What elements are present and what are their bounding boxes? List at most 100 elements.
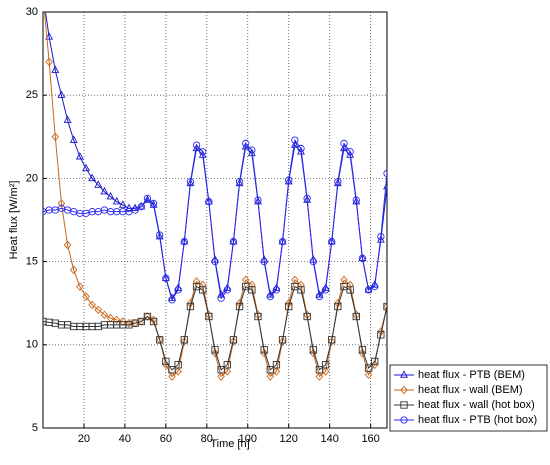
data-point [57,199,66,208]
x-tick-label: 40 [119,433,131,445]
data-point [45,57,53,67]
data-point [309,348,318,358]
series-line [43,138,387,302]
data-point [143,194,152,203]
data-point [76,282,84,291]
data-point [266,366,274,374]
data-point [358,254,367,262]
data-point [278,237,287,246]
y-tick-label: 5 [32,422,38,434]
data-point [143,312,152,321]
data-point [321,286,330,294]
data-point [254,312,262,321]
data-point [328,336,336,344]
data-point [217,294,225,302]
legend-label: heat flux - wall (hot box) [418,399,535,411]
x-tick-label: 120 [280,433,298,445]
data-point [192,141,201,149]
data-point [327,337,336,346]
data-point [229,237,238,246]
plot-frame [42,11,388,429]
data-point [272,361,281,369]
data-point [371,282,379,291]
plot-area [43,12,387,428]
data-point [174,367,182,376]
data-point [180,336,188,344]
data-point [168,296,176,304]
data-point [272,367,281,376]
data-point [118,200,127,208]
data-point [100,310,109,320]
y-tick-label: 15 [26,256,38,268]
x-tick-label: 140 [320,433,338,445]
legend-label: heat flux - wall (BEM) [418,384,523,396]
data-point [149,200,158,208]
data-point [137,203,145,211]
data-point [260,348,268,358]
data-point [260,346,268,354]
data-point [248,286,256,294]
data-point [383,169,387,178]
data-point [315,292,324,301]
data-point [223,361,231,369]
data-point [75,152,84,160]
data-point [364,286,373,294]
data-point [192,277,201,286]
x-tick-label: 20 [78,433,90,445]
data-point [242,139,250,148]
data-point [57,90,66,98]
data-point [266,292,274,301]
data-point [69,265,78,275]
data-point [223,286,231,294]
data-point [88,173,97,182]
data-point [217,372,225,381]
data-point [328,237,336,246]
data-point [205,312,213,321]
data-point [137,201,146,210]
y-tick-label: 10 [26,339,38,351]
data-point [278,336,287,344]
data-point [377,232,385,241]
data-point [51,65,60,73]
data-point [377,331,385,339]
data-point [106,191,115,200]
x-tick-label: 100 [239,433,257,445]
data-point [94,180,103,188]
data-point [297,280,305,290]
data-point [303,194,311,203]
data-point [63,115,72,123]
data-point [51,132,60,142]
legend-marker [400,385,408,395]
x-axis-label: Time [h] [210,438,249,450]
data-point [383,302,387,311]
data-point [162,357,170,366]
legend-marker [400,416,408,424]
data-point [290,140,299,148]
data-point [112,315,121,325]
data-point [346,148,354,156]
data-point [94,305,103,315]
data-point [186,302,195,311]
data-point [272,286,281,294]
data-point [321,361,330,369]
series-group [43,12,387,381]
legend-marker [400,370,408,378]
data-point [69,135,78,143]
data-point [334,302,342,311]
data-point [371,357,379,366]
data-point [229,336,238,344]
data-point [340,139,348,148]
data-point [82,163,90,172]
data-point [352,196,360,204]
data-point [186,178,195,186]
data-point [346,280,354,290]
data-point [321,367,330,376]
data-point [82,292,90,301]
data-point [229,337,238,346]
data-point [334,178,342,186]
data-point [223,367,232,376]
data-point [155,231,164,240]
data-point [149,199,158,208]
data-point [340,143,348,152]
